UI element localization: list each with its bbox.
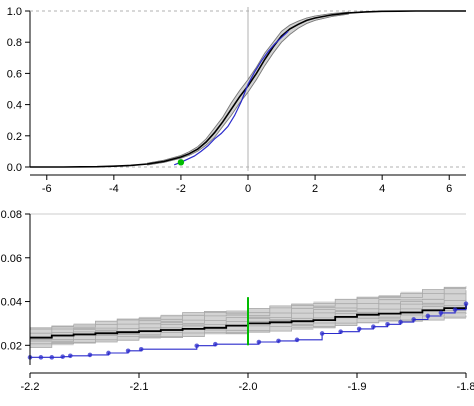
empirical-point: [385, 321, 390, 327]
x-tick-label: 4: [379, 183, 385, 195]
x-tick-label: 6: [446, 183, 452, 195]
empirical-point: [138, 346, 144, 352]
empirical-point: [463, 301, 469, 307]
y-tick-label: 0.0: [7, 162, 22, 174]
x-tick-label: -2.0: [239, 381, 258, 393]
envelope-lower: [147, 13, 349, 166]
y-tick-label: 0.08: [1, 209, 22, 221]
x-tick-label: -1.9: [348, 381, 367, 393]
empirical-point: [356, 326, 362, 332]
replicate-step-line: [30, 312, 467, 345]
empirical-point: [60, 354, 65, 359]
empirical-point: [68, 353, 73, 359]
top-plot: -6 -4 -2 0 2 4 6 0.0 0.2 0.4 0.6 0.8 1.0: [7, 6, 466, 195]
empirical-point: [398, 319, 403, 325]
empirical-cdf-line: [173, 30, 289, 166]
x-tick-label: -2: [176, 183, 186, 195]
empirical-point: [411, 317, 416, 322]
x-tick-label: -6: [42, 183, 52, 195]
empirical-point: [371, 324, 376, 330]
y-tick-label: 0.2: [7, 131, 22, 143]
y-tick-label: 0.06: [1, 253, 22, 265]
empirical-point: [452, 307, 458, 312]
y-tick-label: 0.4: [7, 100, 22, 112]
empirical-point: [276, 338, 281, 344]
x-tick-label: 0: [245, 183, 251, 195]
empirical-point: [38, 355, 44, 360]
x-tick-label: -2.1: [130, 381, 149, 393]
empirical-point: [338, 329, 343, 335]
empirical-point: [125, 348, 131, 354]
y-tick-label: 0.04: [1, 297, 22, 309]
highlight-point: [177, 159, 185, 166]
empirical-point: [213, 341, 218, 347]
empirical-point: [194, 343, 200, 349]
empirical-point: [256, 339, 262, 345]
x-tick-label: -2.2: [21, 381, 40, 393]
empirical-point: [49, 355, 55, 360]
empirical-point: [319, 331, 325, 336]
x-tick-label: -1.8: [457, 381, 474, 393]
empirical-point: [294, 337, 300, 343]
empirical-point: [106, 350, 111, 356]
x-tick-label: -4: [109, 183, 119, 195]
empirical-point: [87, 352, 93, 358]
y-tick-label: 1.0: [7, 6, 22, 18]
envelope-upper: [147, 11, 349, 164]
x-tick-label: 2: [312, 183, 318, 195]
bottom-plot: -2.2 -2.1 -2.0 -1.9 -1.8 0.02 0.04 0.06 0.08: [1, 209, 474, 393]
y-tick-label: 0.6: [7, 68, 22, 80]
empirical-point: [425, 313, 431, 319]
empirical-point: [438, 310, 444, 316]
y-tick-label: 0.02: [1, 340, 22, 352]
y-tick-label: 0.8: [7, 37, 22, 49]
